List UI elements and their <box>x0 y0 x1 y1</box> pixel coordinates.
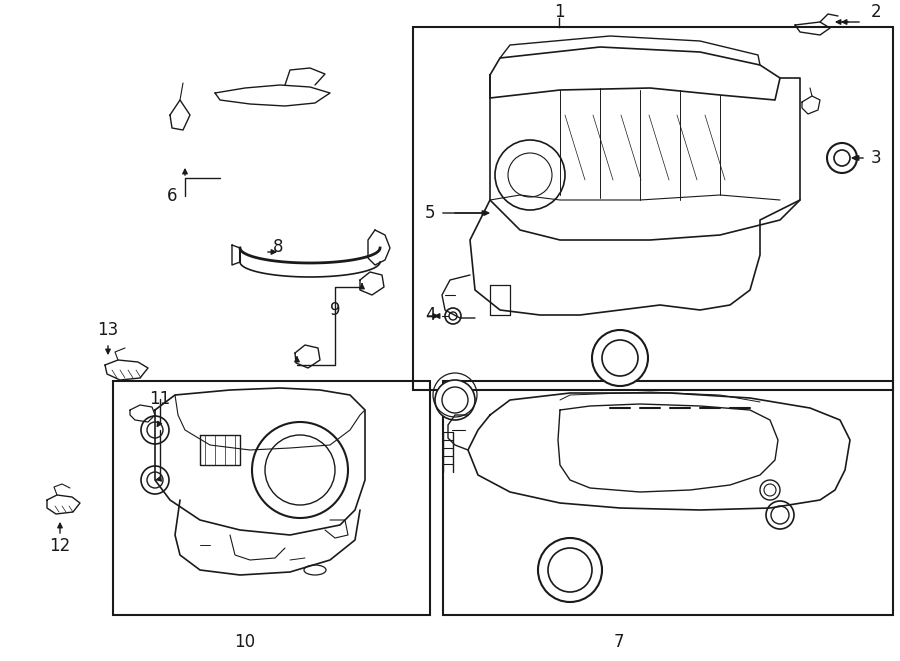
Text: 10: 10 <box>234 633 256 651</box>
Text: 8: 8 <box>273 238 284 256</box>
Circle shape <box>592 330 648 386</box>
Circle shape <box>141 416 169 444</box>
Text: 11: 11 <box>149 390 171 408</box>
Text: 1: 1 <box>554 3 564 21</box>
Text: 13: 13 <box>97 321 119 339</box>
Circle shape <box>435 380 475 420</box>
Bar <box>443 381 893 615</box>
Text: 6: 6 <box>166 187 177 205</box>
Text: 5: 5 <box>425 204 436 222</box>
Bar <box>413 27 893 390</box>
Text: 4: 4 <box>425 306 436 324</box>
Text: 9: 9 <box>329 301 340 319</box>
Text: 3: 3 <box>870 149 881 167</box>
Text: 2: 2 <box>870 3 881 21</box>
Bar <box>113 381 430 615</box>
Circle shape <box>538 538 602 602</box>
Text: 12: 12 <box>50 537 70 555</box>
Text: 7: 7 <box>614 633 625 651</box>
Circle shape <box>766 501 794 529</box>
Circle shape <box>827 143 857 173</box>
Circle shape <box>445 308 461 324</box>
Circle shape <box>141 466 169 494</box>
Circle shape <box>760 480 780 500</box>
